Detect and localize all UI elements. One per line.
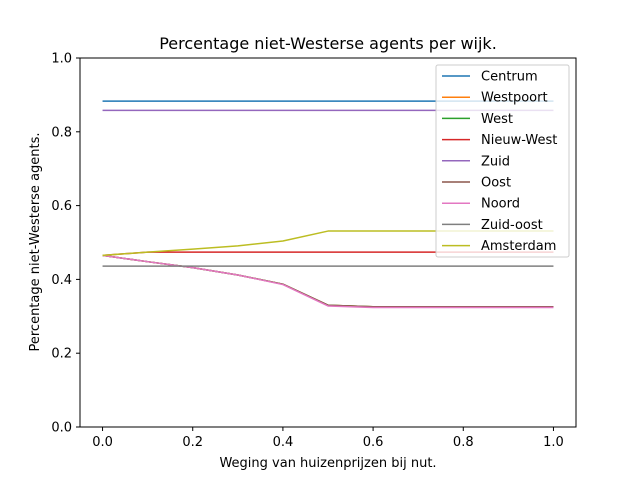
x-tick-label: 0.0 xyxy=(92,435,113,450)
legend-label-west: West xyxy=(481,112,513,127)
y-tick-label: 0.4 xyxy=(51,273,72,288)
y-tick-label: 0.8 xyxy=(51,125,72,140)
legend-label-westpoort: Westpoort xyxy=(481,91,548,106)
x-tick-label: 0.8 xyxy=(453,435,474,450)
legend-label-centrum: Centrum xyxy=(481,70,538,85)
chart-title: Percentage niet-Westerse agents per wijk… xyxy=(159,34,497,53)
x-axis-ticks: 0.0 0.2 0.4 0.6 0.8 1.0 xyxy=(92,427,564,450)
legend-label-amsterdam: Amsterdam xyxy=(481,239,556,254)
x-tick-label: 0.4 xyxy=(273,435,294,450)
y-axis-ticks: 0.0 0.2 0.4 0.6 0.8 1.0 xyxy=(51,52,80,436)
y-tick-label: 0.0 xyxy=(51,421,72,436)
x-axis-label: Weging van huizenprijzen bij nut. xyxy=(219,456,436,471)
legend-label-nieuw-west: Nieuw-West xyxy=(481,133,557,148)
y-tick-label: 1.0 xyxy=(51,52,72,67)
x-tick-label: 0.6 xyxy=(363,435,384,450)
y-axis-label: Percentage niet-Westerse agents. xyxy=(28,132,43,351)
axes-frame xyxy=(79,57,577,428)
legend-label-noord: Noord xyxy=(481,197,520,212)
y-tick-label: 0.6 xyxy=(51,199,72,214)
x-tick-label: 1.0 xyxy=(543,435,564,450)
legend-box xyxy=(435,64,570,258)
y-tick-label: 0.2 xyxy=(51,347,72,362)
legend: Centrum Westpoort West Nieuw-West Zuid Oost No… xyxy=(435,64,570,258)
legend-label-zuid-oost: Zuid-oost xyxy=(481,218,543,233)
legend-label-zuid: Zuid xyxy=(481,154,510,169)
x-tick-label: 0.2 xyxy=(182,435,203,450)
legend-label-oost: Oost xyxy=(481,176,511,191)
